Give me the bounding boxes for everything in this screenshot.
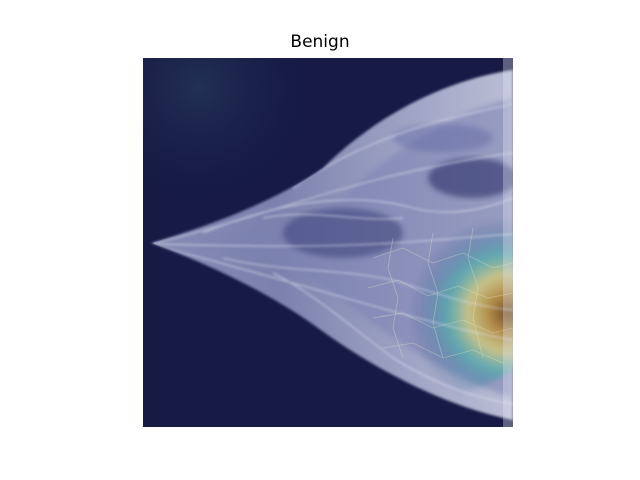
- figure-title: Benign: [290, 32, 350, 52]
- mammogram-svg: [143, 58, 513, 427]
- mammogram-heatmap-image: [143, 58, 513, 427]
